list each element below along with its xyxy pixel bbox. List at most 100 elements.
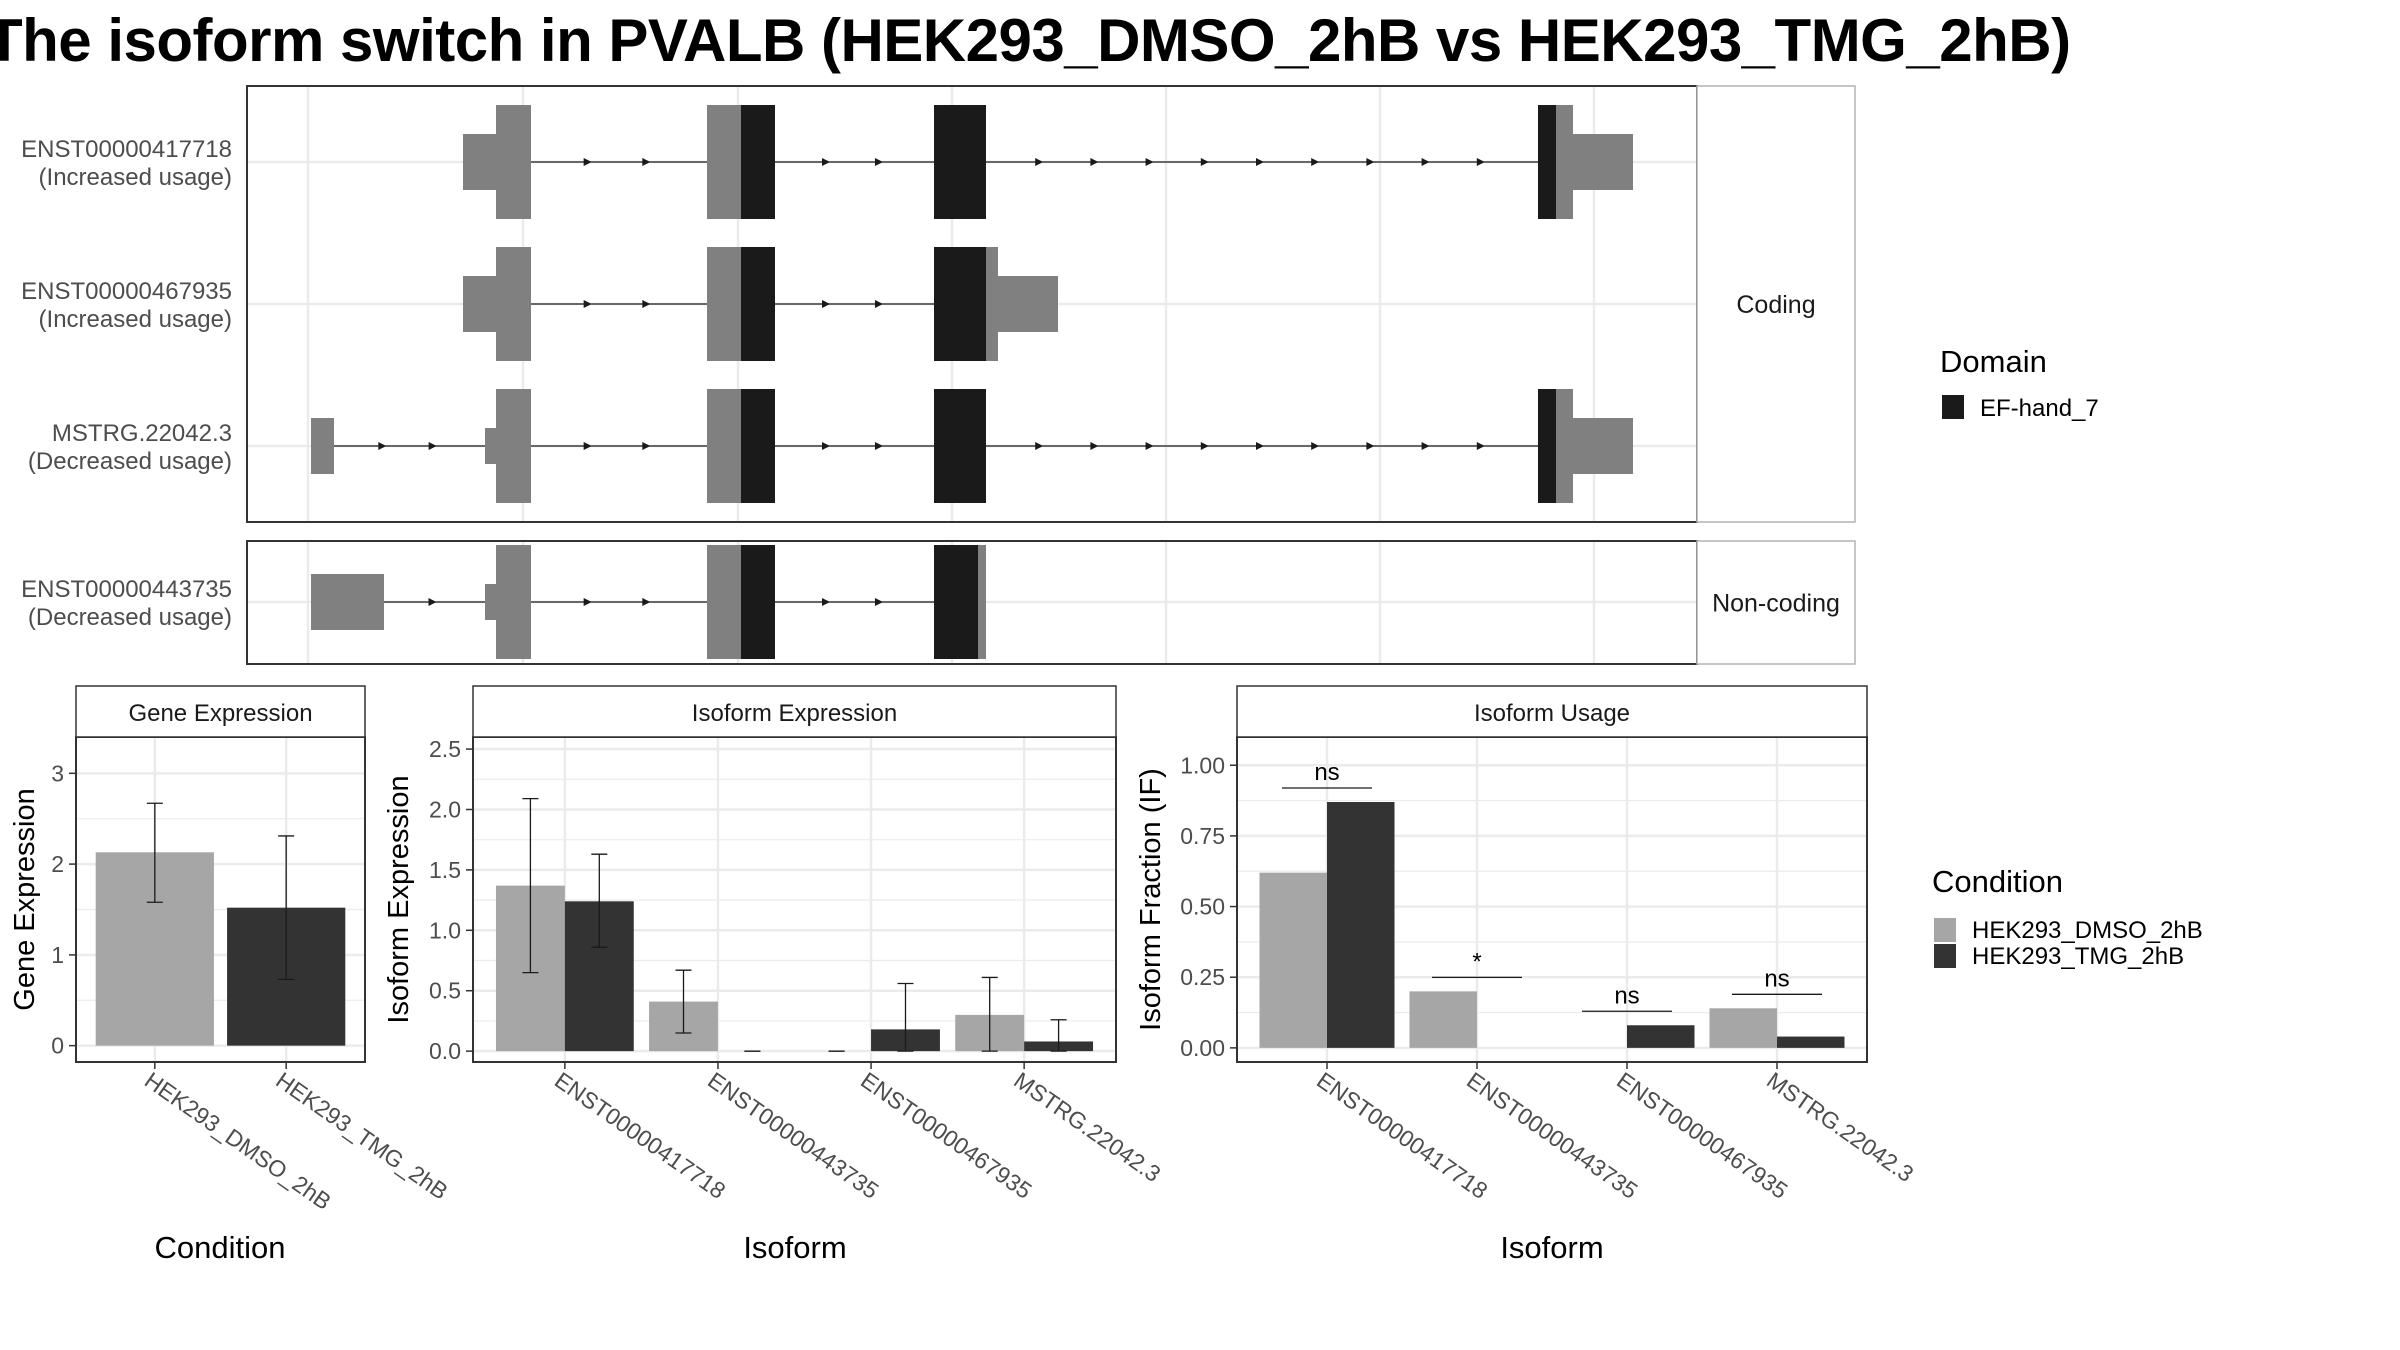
strand-arrow	[1476, 442, 1485, 450]
strand-arrow	[875, 158, 883, 166]
transcript-usage: (Increased usage)	[39, 164, 232, 191]
bar	[1777, 1036, 1845, 1048]
bar	[1627, 1025, 1695, 1048]
legend-label: HEK293_TMG_2hB	[1972, 943, 2184, 970]
strand-arrow	[1200, 442, 1209, 450]
y-tick-label: 1.00	[1180, 752, 1225, 778]
y-tick-label: 0.5	[429, 978, 461, 1004]
transcript-id: ENST00000417718	[21, 136, 232, 163]
bar	[1024, 1041, 1094, 1052]
strand-arrow	[428, 598, 437, 606]
x-tick-label: HEK293_DMSO_2hB	[140, 1067, 336, 1215]
strand-arrow	[1476, 158, 1485, 166]
exon	[496, 545, 531, 659]
bar	[95, 852, 214, 1046]
strand-arrow	[642, 300, 651, 308]
y-tick-label: 1.0	[429, 917, 461, 943]
transcript-usage: (Decreased usage)	[28, 448, 232, 475]
x-tick-label: MSTRG.22042.3	[1009, 1067, 1165, 1187]
panel-title: Isoform Usage	[1474, 700, 1630, 727]
y-tick-label: 0.75	[1180, 823, 1225, 849]
exon	[485, 428, 496, 464]
strand-arrow	[642, 442, 651, 450]
exon	[707, 545, 741, 659]
exon	[707, 105, 741, 219]
exon	[707, 389, 741, 503]
domain-exon	[741, 247, 775, 361]
facet-strip	[1696, 85, 1856, 523]
x-tick-label: ENST00000417718	[1312, 1067, 1492, 1204]
strand-arrow	[1366, 442, 1375, 450]
significance-label: ns	[1314, 759, 1339, 786]
bar	[649, 1001, 718, 1052]
exon	[485, 584, 496, 620]
legend-key	[1942, 395, 1964, 419]
significance-label: ns	[1764, 965, 1789, 992]
strand-arrow	[1145, 158, 1154, 166]
domain-exon	[741, 545, 775, 659]
y-tick-label: 1	[51, 942, 64, 968]
y-tick-label: 0.50	[1180, 894, 1225, 920]
strand-arrow	[1090, 158, 1099, 166]
y-tick-label: 0.0	[429, 1038, 461, 1064]
panel-title: Gene Expression	[128, 700, 312, 727]
exon	[998, 276, 1058, 332]
x-tick-label: HEK293_TMG_2hB	[271, 1067, 452, 1205]
panel-strip	[75, 685, 366, 738]
strand-arrow	[1090, 442, 1099, 450]
panel-frame	[1236, 736, 1868, 1063]
strand-arrow	[1311, 158, 1320, 166]
y-axis-title: Gene Expression	[9, 788, 41, 1010]
exon	[707, 247, 741, 361]
y-axis-title: Isoform Expression	[383, 775, 415, 1023]
strand-arrow	[1256, 442, 1264, 450]
exon	[1573, 418, 1633, 474]
y-tick-label: 2.0	[429, 796, 461, 822]
y-tick-label: 3	[51, 760, 64, 786]
domain-exon	[1538, 105, 1556, 219]
bar	[227, 907, 346, 1046]
exon	[496, 105, 531, 219]
bar	[495, 885, 565, 1052]
exon	[1573, 134, 1633, 190]
facet-strip	[1696, 540, 1856, 665]
bar	[564, 901, 634, 1052]
strand-arrow	[1145, 442, 1154, 450]
panel-strip	[472, 685, 1117, 738]
exon	[978, 545, 986, 659]
y-tick-label: 2	[51, 851, 64, 877]
bar	[1709, 1008, 1777, 1048]
condition-legend-title: Condition	[1932, 864, 2063, 899]
significance-label: *	[1472, 948, 1481, 975]
y-tick-label: 0	[51, 1033, 64, 1059]
x-tick-label: ENST00000467935	[856, 1067, 1036, 1204]
transcript-id: ENST00000467935	[21, 278, 232, 305]
strand-arrow	[378, 442, 387, 450]
exon	[1556, 389, 1573, 503]
transcript-usage: (Decreased usage)	[28, 604, 232, 631]
transcript-id: MSTRG.22042.3	[52, 420, 232, 447]
x-tick-label: MSTRG.22042.3	[1762, 1067, 1918, 1187]
y-axis-title: Isoform Fraction (IF)	[1135, 768, 1167, 1031]
strand-arrow	[1421, 158, 1430, 166]
domain-exon	[934, 247, 986, 361]
strand-arrow	[642, 598, 651, 606]
bar	[871, 1029, 940, 1052]
exon	[463, 276, 496, 332]
exon	[496, 247, 531, 361]
bar	[1259, 872, 1327, 1048]
legend-label: HEK293_DMSO_2hB	[1972, 917, 2203, 944]
plot-background	[473, 737, 1116, 1062]
domain-legend-title: Domain	[1940, 344, 2047, 379]
panel-title: Isoform Expression	[692, 700, 897, 727]
strand-arrow	[822, 300, 830, 308]
strand-arrow	[822, 158, 830, 166]
panel-strip	[1236, 685, 1868, 738]
strand-arrow	[875, 300, 883, 308]
exon	[311, 574, 384, 630]
plot-background	[1237, 737, 1867, 1062]
bar	[1327, 802, 1395, 1048]
strand-arrow	[1035, 158, 1044, 166]
plot-background	[76, 737, 365, 1062]
